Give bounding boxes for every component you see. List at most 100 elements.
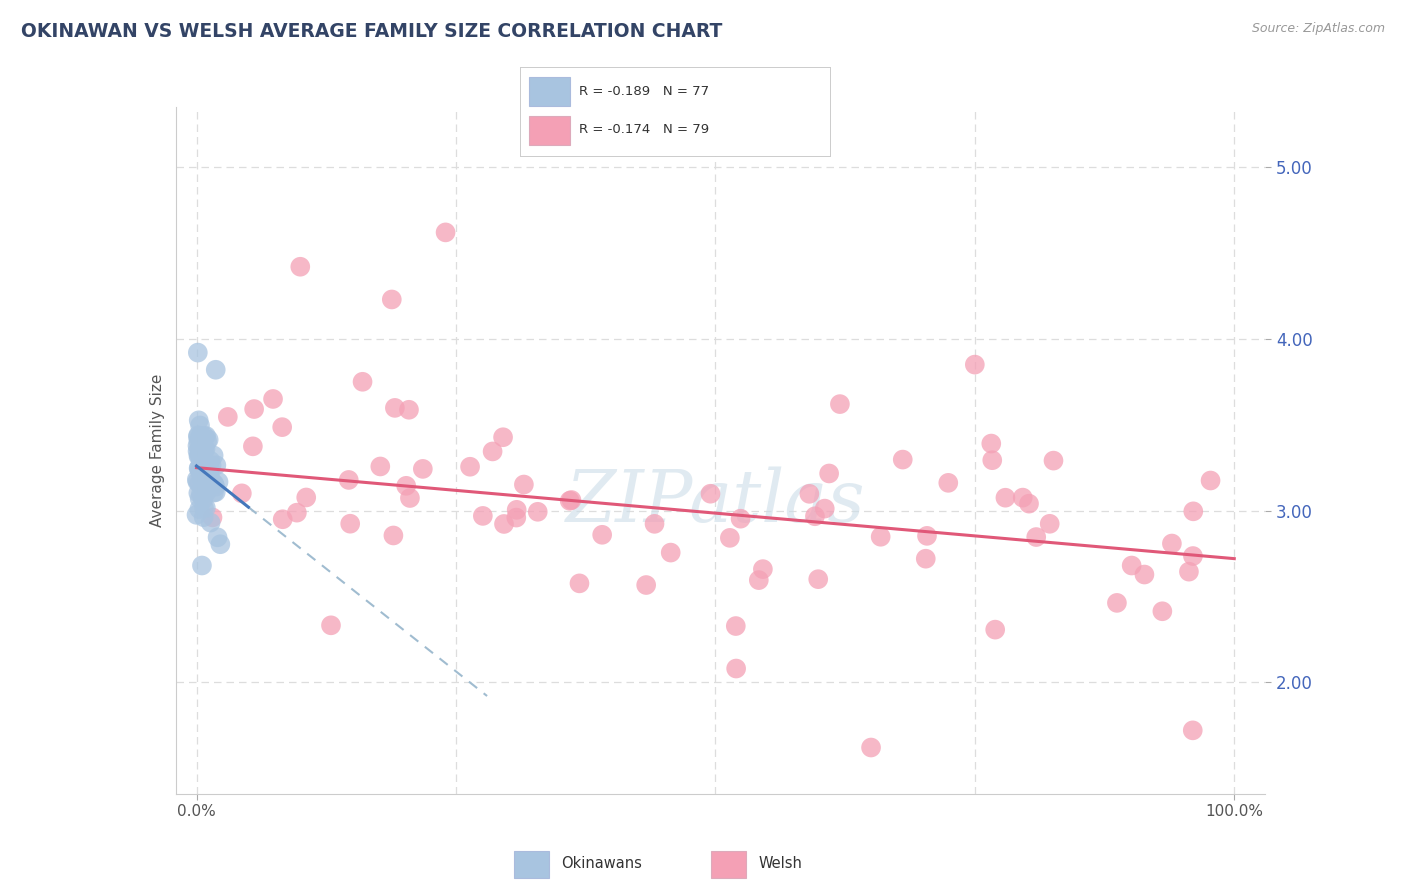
Point [207, 475, 229, 489]
Point [198, 462, 221, 476]
Point [262, 392, 284, 406]
Text: Source: ZipAtlas.com: Source: ZipAtlas.com [1251, 22, 1385, 36]
Point [471, 508, 494, 523]
Point [891, 452, 914, 467]
Point [981, 453, 1004, 467]
Point [190, 487, 212, 501]
Text: OKINAWAN VS WELSH AVERAGE FAMILY SIZE CORRELATION CHART: OKINAWAN VS WELSH AVERAGE FAMILY SIZE CO… [21, 22, 723, 41]
Text: Okinawans: Okinawans [561, 855, 643, 871]
Point [914, 551, 936, 566]
Point [188, 502, 211, 516]
Point [209, 537, 232, 551]
Bar [530, 77, 569, 106]
Point [186, 473, 208, 487]
Point [190, 465, 212, 479]
Point [1011, 491, 1033, 505]
Point [200, 516, 222, 530]
Point [195, 481, 218, 495]
Point [412, 462, 434, 476]
Point [384, 401, 406, 415]
Point [505, 503, 527, 517]
Point [194, 500, 217, 515]
Point [319, 618, 342, 632]
Point [217, 409, 239, 424]
Point [368, 459, 391, 474]
Point [434, 226, 457, 240]
Point [591, 528, 613, 542]
Point [644, 516, 666, 531]
Point [1025, 530, 1047, 544]
Point [191, 558, 214, 573]
Point [799, 487, 821, 501]
Text: ZIPatlas: ZIPatlas [565, 467, 865, 537]
Point [231, 486, 253, 500]
Bar [530, 116, 569, 145]
Point [187, 434, 209, 448]
Point [1018, 497, 1040, 511]
Point [1181, 549, 1204, 563]
Point [188, 449, 211, 463]
Point [458, 459, 481, 474]
Point [295, 491, 318, 505]
Point [395, 479, 418, 493]
Point [187, 428, 209, 442]
Point [195, 485, 218, 500]
Point [748, 573, 770, 587]
Y-axis label: Average Family Size: Average Family Size [149, 374, 165, 527]
Point [190, 437, 212, 451]
Point [636, 578, 658, 592]
Point [190, 440, 212, 454]
Text: Welsh: Welsh [758, 855, 801, 871]
Point [994, 491, 1017, 505]
Bar [711, 851, 747, 878]
Point [730, 511, 752, 525]
Point [188, 461, 211, 475]
Point [191, 457, 214, 471]
Point [568, 576, 591, 591]
Point [193, 442, 215, 456]
Point [290, 260, 312, 274]
Point [193, 431, 215, 445]
Point [804, 509, 827, 524]
Point [752, 562, 775, 576]
Point [828, 397, 851, 411]
Point [513, 477, 536, 491]
Point [197, 433, 219, 447]
Point [194, 476, 217, 491]
Point [1182, 504, 1205, 518]
Point [193, 429, 215, 443]
Point [202, 477, 225, 491]
Point [200, 454, 222, 468]
Point [659, 545, 682, 559]
Point [980, 436, 1002, 450]
Point [558, 493, 581, 508]
Point [195, 470, 218, 484]
Point [337, 473, 360, 487]
Point [1133, 567, 1156, 582]
Point [1199, 474, 1222, 488]
Point [1042, 453, 1064, 467]
Point [191, 467, 214, 481]
Point [381, 293, 404, 307]
Point [352, 375, 374, 389]
Point [1161, 536, 1184, 550]
Point [190, 454, 212, 468]
Point [186, 475, 208, 489]
Point [191, 468, 214, 483]
Point [188, 442, 211, 457]
Point [188, 449, 211, 463]
Point [188, 476, 211, 491]
Bar [515, 851, 550, 878]
Point [492, 516, 515, 531]
Point [204, 485, 226, 500]
Point [699, 486, 721, 500]
Point [1039, 516, 1062, 531]
Point [188, 463, 211, 477]
Point [194, 456, 217, 470]
Point [724, 619, 747, 633]
Point [201, 510, 224, 524]
Point [398, 402, 420, 417]
Point [481, 444, 503, 458]
Point [197, 467, 219, 481]
Point [382, 528, 405, 542]
